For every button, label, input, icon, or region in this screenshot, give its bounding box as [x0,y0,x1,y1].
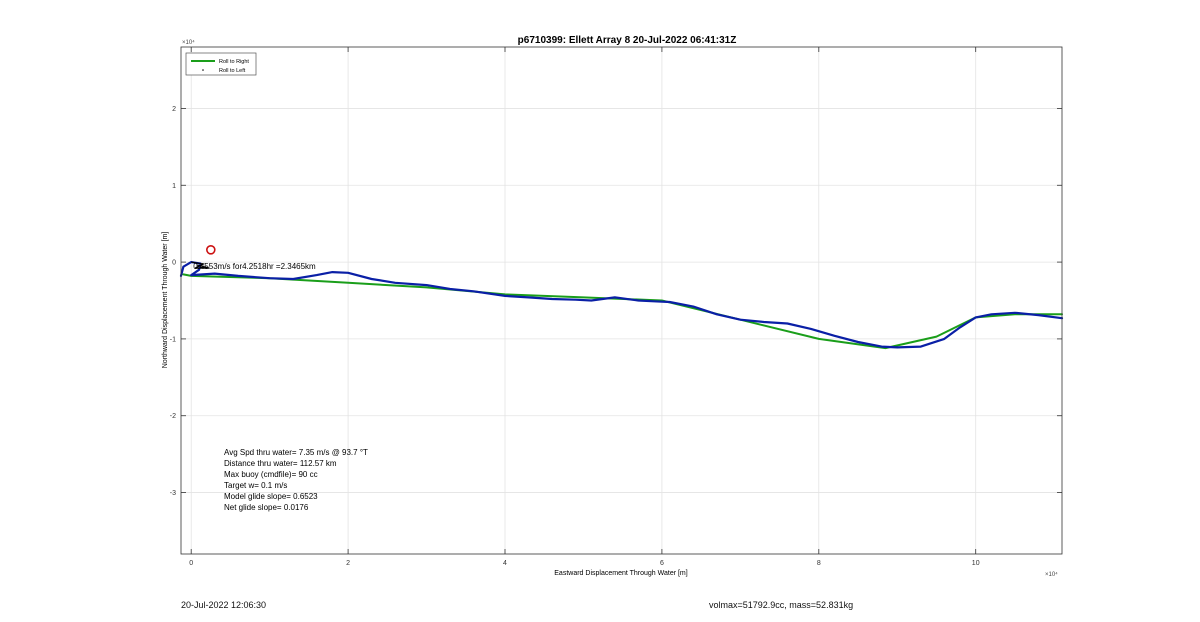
y-axis-label: Northward Displacement Through Water [m] [162,232,169,369]
speed-annotation: 0.4553m/s for4.2518hr =2.3465km [193,262,316,271]
y-tick-label: -3 [170,490,176,497]
stats-line: Net glide slope= 0.0176 [224,503,309,512]
stats-block: Avg Spd thru water= 7.35 m/s @ 93.7 °T Di… [224,448,368,512]
x-tick-label: 8 [817,560,821,567]
track-line [179,261,1064,349]
axes: 0 2 4 6 8 10 -3 -2 -1 0 1 2 [170,46,1063,567]
axes-box [180,46,1063,555]
start-glyph-marks [191,261,210,269]
y-exponent-label: ×10⁴ [182,39,195,46]
stats-line: Model glide slope= 0.6523 [224,492,318,501]
x-tick-label: 0 [189,560,193,567]
y-tick-label: 1 [172,183,176,190]
stats-line: Avg Spd thru water= 7.35 m/s @ 93.7 °T [224,448,368,457]
x-tick-label: 10 [972,560,980,567]
start-marker [206,245,216,255]
chart-title: p6710399: Ellett Array 8 20-Jul-2022 06:… [518,35,737,46]
x-axis-label: Eastward Displacement Through Water [m] [554,570,687,577]
y-tick-label: -2 [170,413,176,420]
stats-line: Distance thru water= 112.57 km [224,459,337,468]
y-tick-label: 0 [172,260,176,267]
legend: Roll to Right Roll to Left [185,52,257,76]
footer-timestamp: 20-Jul-2022 12:06:30 [181,600,267,610]
x-tick-label: 6 [660,560,664,567]
legend-label: Roll to Left [219,68,246,74]
grid-lines [181,47,1062,554]
stats-line: Max buoy (cmdfile)= 90 cc [224,470,318,479]
footer-mass-info: volmax=51792.9cc, mass=52.831kg [709,600,854,610]
legend-swatch-dot [202,69,204,71]
x-tick-label: 4 [503,560,507,567]
stats-line: Target w= 0.1 m/s [224,481,287,490]
y-tick-label: 2 [172,106,176,113]
y-tick-label: -1 [170,336,176,343]
series-layer: 0.4553m/s for4.2518hr =2.3465km [179,245,1064,350]
legend-label: Roll to Right [219,59,249,65]
x-tick-label: 2 [346,560,350,567]
roll-right-line [182,273,1063,350]
x-exponent-label: ×10⁴ [1045,571,1058,578]
